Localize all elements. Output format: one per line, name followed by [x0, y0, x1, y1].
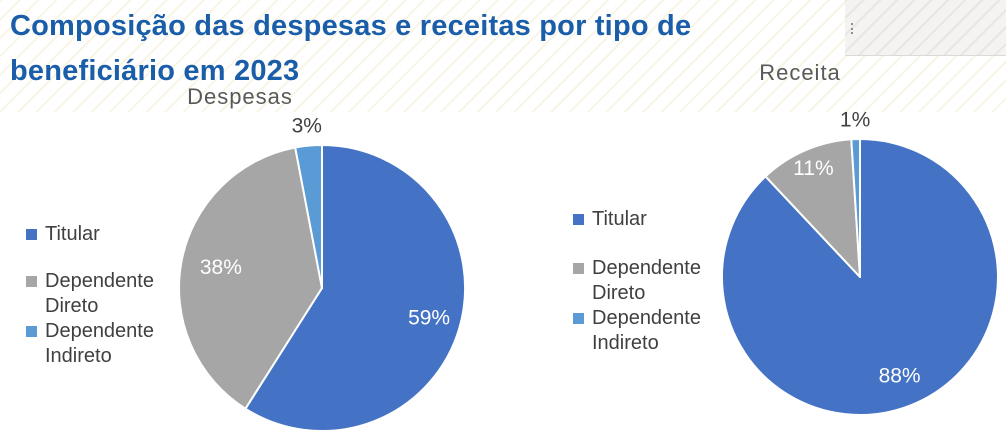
legend-item: Titular: [573, 207, 701, 232]
pie-slice: [764, 138, 861, 278]
top-right-panel: [845, 0, 1006, 56]
pie-data-label: 1%: [840, 109, 870, 132]
pie-chart-despesas: 59% 38% 3%: [178, 115, 467, 432]
page-title-line2: beneficiário em 2023: [10, 55, 300, 87]
legend-item: Dependente Direto: [573, 256, 701, 306]
chart-title-receita: Receita: [759, 60, 841, 85]
legend-item: Dependente Indireto: [573, 306, 701, 356]
legend-receita: Titular Dependente Direto Dependente Indiret…: [573, 204, 701, 356]
legend-label: Dependente Direto: [592, 257, 701, 304]
legend-swatch-icon: [573, 263, 584, 274]
legend-label: Dependente Direto: [45, 270, 154, 317]
pie-data-label: 59%: [408, 307, 450, 330]
legend-swatch-icon: [573, 214, 584, 225]
legend-label: Dependente Indireto: [592, 307, 701, 354]
legend-label: Dependente Indireto: [45, 320, 154, 367]
pie-slice: [294, 143, 323, 289]
legend-label: Titular: [45, 223, 100, 245]
legend-item: Titular: [26, 222, 154, 247]
pie-slice: [244, 144, 467, 432]
legend-swatch-icon: [26, 229, 37, 240]
pie-data-label: 88%: [879, 365, 921, 388]
legend-swatch-icon: [573, 313, 584, 324]
pie-slice: [850, 138, 861, 278]
legend-item: Dependente Direto: [26, 269, 154, 319]
pie-slice: [178, 146, 323, 410]
page-title-line1: Composição das despesas e receitas por t…: [10, 10, 692, 42]
legend-swatch-icon: [26, 276, 37, 287]
dotted-tick-icon: [851, 23, 853, 34]
legend-despesas: Titular Dependente Direto Dependente Indiret…: [26, 219, 154, 369]
pie-data-label: 3%: [292, 115, 322, 138]
pie-data-label: 38%: [200, 256, 242, 279]
pie-data-label: 11%: [793, 157, 833, 180]
pie-chart-receita: 88% 11% 1%: [721, 109, 999, 416]
legend-item: Dependente Indireto: [26, 319, 154, 369]
legend-swatch-icon: [26, 326, 37, 337]
legend-label: Titular: [592, 208, 647, 230]
chart-title-despesas: Despesas: [187, 84, 293, 109]
page-title: Composição das despesas e receitas por t…: [10, 4, 691, 94]
